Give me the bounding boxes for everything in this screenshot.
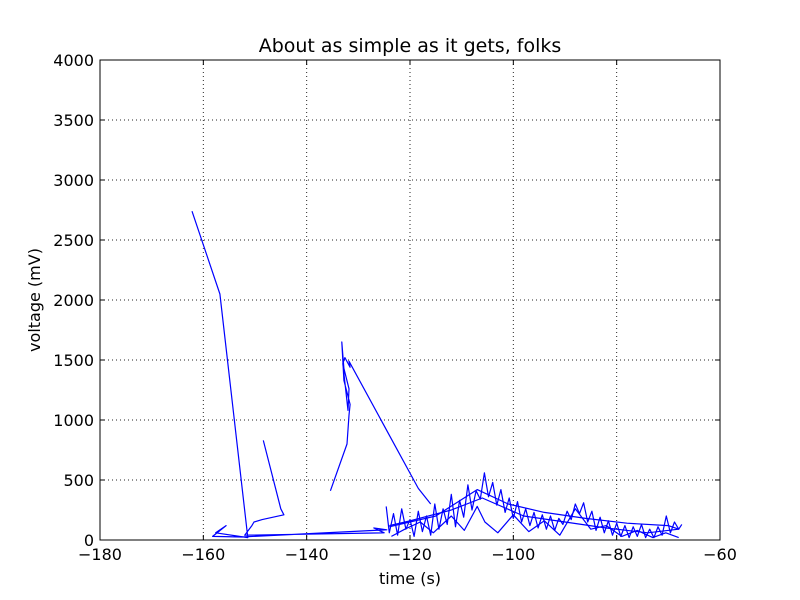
y-tick-label: 3000 — [53, 171, 94, 190]
y-tick-label: 1000 — [53, 411, 94, 430]
y-tick-label: 2000 — [53, 291, 94, 310]
y-tick-label: 500 — [63, 471, 94, 490]
x-tick-label: −60 — [703, 545, 737, 564]
y-axis-label: voltage (mV) — [25, 248, 44, 352]
grid-lines — [99, 59, 721, 541]
y-tick-label: 1500 — [53, 351, 94, 370]
chart-title: About as simple as it gets, folks — [259, 35, 562, 57]
y-tick-label: 3500 — [53, 111, 94, 130]
x-axis-label: time (s) — [379, 569, 441, 588]
y-tick-label: 0 — [84, 531, 94, 550]
x-tick-label: −160 — [181, 545, 225, 564]
x-tick-label: −140 — [285, 545, 329, 564]
y-tick-label: 2500 — [53, 231, 94, 250]
axis-ticks: −180 −160 −140 −120 −100 −80 −60 0 500 1000 1500 20… — [53, 51, 737, 564]
series-line — [385, 472, 683, 539]
series-line — [191, 211, 388, 539]
x-tick-label: −120 — [388, 545, 432, 564]
x-tick-label: −180 — [78, 545, 122, 564]
plot-area — [191, 211, 683, 539]
series-line — [391, 505, 679, 539]
x-tick-label: −80 — [600, 545, 634, 564]
y-tick-label: 4000 — [53, 51, 94, 70]
series-line — [329, 341, 432, 505]
series-line — [389, 489, 680, 534]
x-tick-label: −100 — [491, 545, 535, 564]
